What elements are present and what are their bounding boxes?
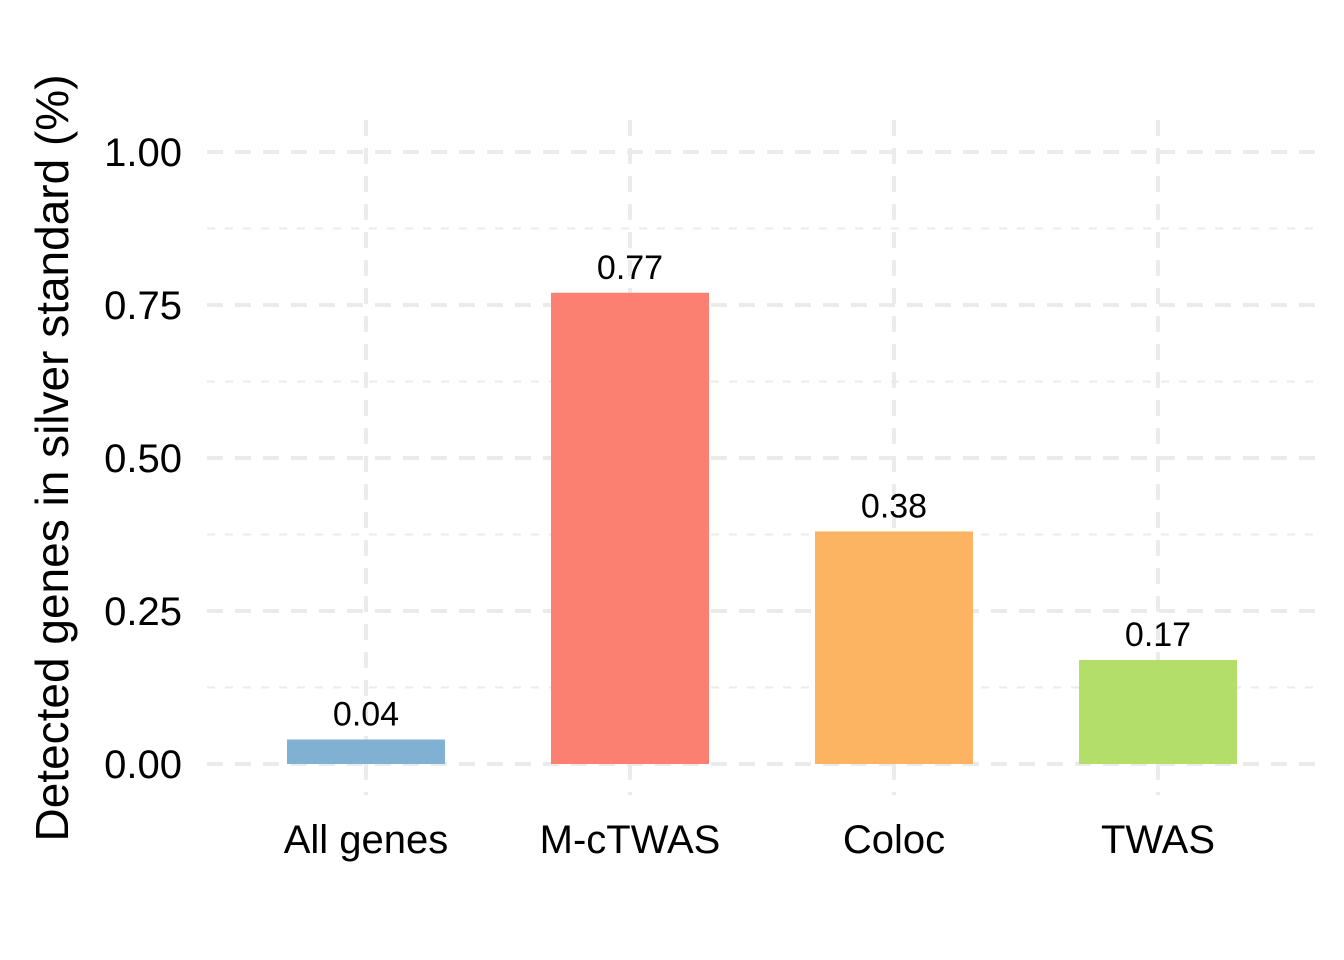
y-tick-label: 0.00	[104, 743, 182, 787]
x-axis-ticks: All genes M-cTWAS Coloc TWAS	[284, 818, 1215, 862]
y-tick-label: 0.75	[104, 284, 182, 328]
y-tick-label: 0.50	[104, 437, 182, 481]
x-tick-label: Coloc	[843, 818, 945, 862]
y-tick-label: 0.25	[104, 590, 182, 634]
data-labels: 0.04 0.77 0.38 0.17	[333, 249, 1191, 734]
x-tick-label: All genes	[284, 818, 449, 862]
data-label: 0.77	[597, 249, 663, 287]
data-label: 0.04	[333, 696, 399, 734]
x-tick-label: TWAS	[1101, 818, 1215, 862]
x-tick-label: M-cTWAS	[540, 818, 721, 862]
data-label: 0.38	[861, 487, 927, 525]
y-axis-title: Detected genes in silver standard (%)	[26, 74, 78, 841]
bar-coloc	[815, 531, 973, 764]
data-label: 0.17	[1125, 616, 1191, 654]
bar-m-ctwas	[551, 292, 709, 764]
bar-twas	[1079, 659, 1237, 764]
bars	[287, 292, 1237, 764]
y-axis-ticks: 0.00 0.25 0.50 0.75 1.00	[104, 131, 182, 787]
grid-lines	[207, 120, 1318, 795]
y-tick-label: 1.00	[104, 131, 182, 175]
bar-all-genes	[287, 739, 445, 764]
